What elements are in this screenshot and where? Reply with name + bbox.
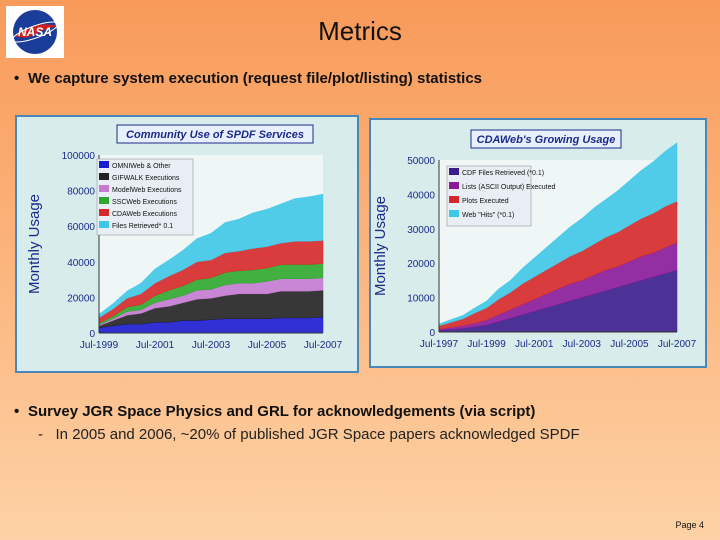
- y-tick-label: 0: [429, 328, 435, 339]
- legend-label: Files Retrieved* 0.1: [112, 223, 173, 230]
- nasa-logo: NASA: [6, 6, 64, 58]
- chart-title: Community Use of SPDF Services: [126, 129, 304, 141]
- y-axis-label: Monthly Usage: [26, 194, 43, 294]
- svg-text:NASA: NASA: [18, 25, 52, 39]
- legend-label: OMNIWeb & Other: [112, 163, 171, 170]
- legend-swatch: [99, 197, 109, 204]
- series-area-3: [438, 142, 678, 327]
- chart-title-box: [116, 124, 314, 144]
- x-tick-label: Jul-2001: [136, 340, 175, 351]
- legend-swatch: [99, 221, 109, 228]
- legend: CDF Files Retrieved (*0.1) Lists (ASCII O…: [446, 165, 555, 227]
- y-tick-label: 60000: [67, 222, 95, 233]
- x-tick-label: Jul-1999: [467, 339, 506, 350]
- y-tick-label: 20000: [67, 293, 95, 304]
- y-tick-label: 0: [89, 329, 95, 340]
- legend-label: CDF Files Retrieved (*0.1): [462, 170, 544, 177]
- x-tick-label: Jul-2001: [515, 339, 554, 350]
- legend-swatch: [99, 185, 109, 192]
- legend-box: [446, 165, 532, 227]
- legend-box: [96, 158, 194, 236]
- x-tick-label: Jul-2007: [658, 339, 697, 350]
- chart-community-use-svg: Community Use of SPDF Services Monthly Us…: [26, 124, 343, 351]
- x-tick-label: Jul-1997: [420, 339, 459, 350]
- legend-label: GIFWALK Executions: [112, 175, 180, 182]
- y-tick-label: 20000: [407, 259, 435, 270]
- chart-cdaweb-usage-svg: CDAWeb's Growing Usage Monthly Usage 0 1000…: [372, 129, 697, 350]
- bullet-text: We capture system execution (request fil…: [28, 70, 483, 87]
- x-tick-label: Jul-2003: [563, 339, 602, 350]
- legend-label: Lists (ASCII Output) Executed: [462, 184, 555, 191]
- legend-label: SSCWeb Executions: [112, 199, 177, 206]
- chart-title: CDAWeb's Growing Usage: [477, 134, 616, 146]
- legend-swatch: [449, 182, 459, 189]
- x-tick-label: Jul-2003: [192, 340, 231, 351]
- bullet-text: Survey JGR Space Physics and GRL for ack…: [28, 403, 536, 420]
- legend: OMNIWeb & Other GIFWALK Executions ModelWe…: [96, 158, 194, 236]
- y-tick-label: 50000: [407, 156, 435, 167]
- legend-swatch: [449, 210, 459, 217]
- y-tick-label: 10000: [407, 294, 435, 305]
- slide-title: Metrics: [318, 16, 402, 46]
- y-tick-label: 40000: [67, 258, 95, 269]
- y-tick-label: 80000: [67, 187, 95, 198]
- sub-bullet-acknowledgements: - In 2005 and 2006, ~20% of published JG…: [38, 426, 580, 443]
- legend-swatch: [99, 209, 109, 216]
- y-tick-label: 100000: [62, 151, 96, 162]
- y-tick-label: 40000: [407, 190, 435, 201]
- x-tick-label: Jul-1999: [80, 340, 119, 351]
- legend-swatch: [449, 196, 459, 203]
- legend-label: Plots Executed: [462, 198, 509, 205]
- legend-label: Web "Hits" (*0.1): [462, 212, 514, 219]
- chart-title-box: [470, 129, 622, 149]
- y-axis-label: Monthly Usage: [372, 196, 389, 296]
- legend-label: ModelWeb Executions: [112, 187, 182, 194]
- bullet-survey: • Survey JGR Space Physics and GRL for ac…: [14, 403, 536, 420]
- series-area-5: [98, 193, 324, 319]
- chart-community-use: Community Use of SPDF Services Monthly Us…: [15, 115, 359, 373]
- x-tick-label: Jul-2005: [248, 340, 287, 351]
- page-number: Page 4: [675, 520, 704, 530]
- sub-bullet-marker: -: [38, 426, 43, 443]
- x-tick-label: Jul-2007: [304, 340, 343, 351]
- legend-swatch: [449, 168, 459, 175]
- bullet-execution-stats: • We capture system execution (request fi…: [14, 70, 483, 87]
- y-tick-label: 30000: [407, 225, 435, 236]
- legend-swatch: [99, 173, 109, 180]
- x-tick-label: Jul-2005: [610, 339, 649, 350]
- legend-label: CDAWeb Executions: [112, 211, 177, 218]
- legend-swatch: [99, 161, 109, 168]
- sub-bullet-text: In 2005 and 2006, ~20% of published JGR …: [55, 426, 580, 443]
- chart-cdaweb-usage: CDAWeb's Growing Usage Monthly Usage 0 1000…: [369, 118, 707, 368]
